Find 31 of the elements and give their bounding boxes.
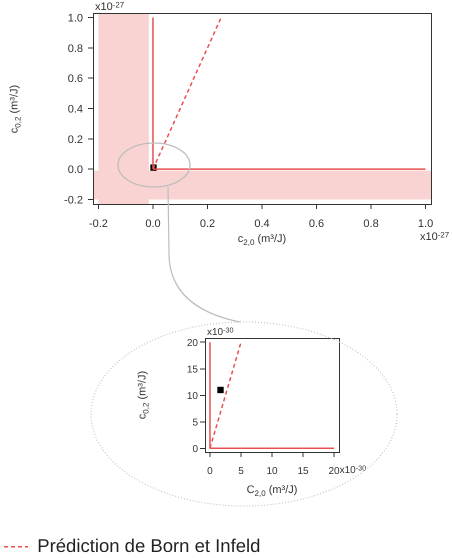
x-tick-label: 0.6	[308, 218, 324, 230]
y-tick-label: 0.4	[68, 103, 83, 116]
y-tick-label: 15	[186, 364, 198, 376]
y-tick-label: 0.8	[68, 42, 83, 55]
y-tick-label: 0.0	[68, 164, 83, 176]
y-tick-label: 10	[186, 390, 198, 402]
text: x10$^{-30}$	[340, 463, 366, 476]
x-tick-label: 5	[238, 466, 244, 477]
x-tick-label: 0.4	[254, 218, 270, 230]
y-tick-label: 20	[186, 338, 198, 349]
text: x10$^{-27}$	[95, 0, 124, 13]
x-tick-label: 0.0	[145, 218, 161, 230]
x-tick-label: 1.0	[418, 218, 434, 230]
text: x10$^{-30}$	[207, 325, 234, 338]
y-tick-label: 1.0	[68, 12, 83, 25]
x-tick-label: 10	[266, 466, 278, 477]
text: x10$^{-27}$	[420, 230, 450, 243]
y-tick-label: 0.2	[68, 134, 83, 146]
y-tick-label: 0	[192, 444, 198, 455]
x-tick-label: 15	[297, 466, 310, 477]
x-tick-label: 20	[328, 466, 340, 477]
legend-label: Prédiction de Born et Infeld	[37, 534, 260, 556]
y-tick-label: 0.6	[68, 73, 83, 86]
x-tick-label: 0	[207, 466, 214, 477]
x-axis-title: c$_{2,0}$ (m³/J)	[238, 233, 286, 248]
y-tick-label: 5	[192, 417, 198, 428]
x-axis-title: C$_{2,0}$ (m³/J)	[246, 484, 298, 498]
x-tick-label: 0.8	[363, 218, 379, 230]
y-tick-label: -0.2	[64, 194, 83, 206]
x-tick-label: 0.2	[200, 218, 216, 230]
x-tick-label: -0.2	[88, 218, 108, 230]
